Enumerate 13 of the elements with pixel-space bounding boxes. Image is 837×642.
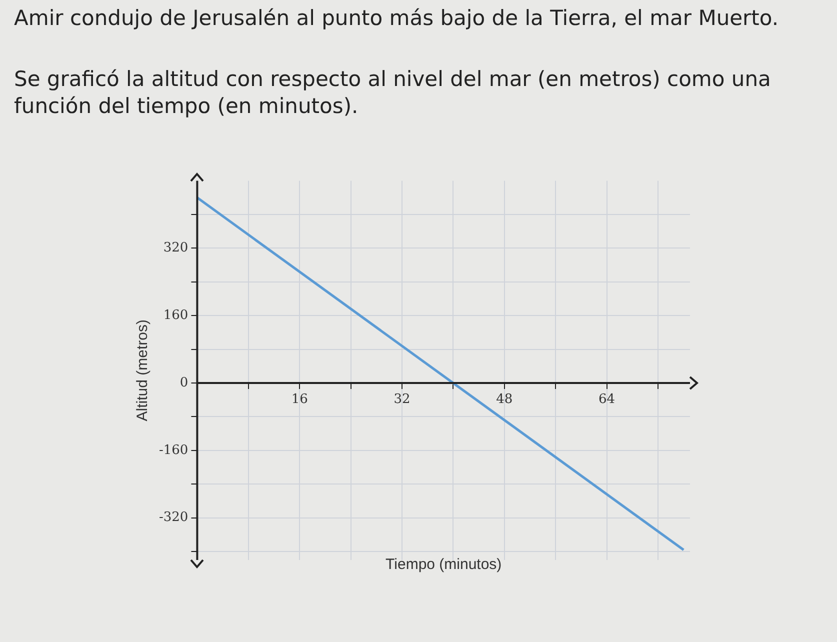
x-tick-label: 16: [291, 392, 308, 408]
chart-title: Amir condujo de Jerusalén al punto más bajo de la Tierra, el mar Muerto.: [14, 6, 780, 30]
x-tick-label: 64: [598, 392, 616, 408]
chart-subtitle: Se graficó la altitud con respecto al nivel del mar (en metros) como una función del tiempo (en minutos).: [14, 66, 772, 120]
y-tick-label: 0: [180, 375, 188, 390]
y-tick-label: 320: [163, 240, 188, 256]
y-tick-label: -160: [158, 442, 188, 458]
y-axis-title: Altitud (metros): [134, 320, 152, 422]
x-tick-label: 32: [394, 392, 410, 408]
y-tick-label: 160: [163, 308, 188, 323]
x-tick-label: 48: [496, 392, 513, 408]
x-axis-title: Tiempo (minutos): [386, 556, 502, 574]
y-tick-label: -320: [158, 510, 188, 526]
